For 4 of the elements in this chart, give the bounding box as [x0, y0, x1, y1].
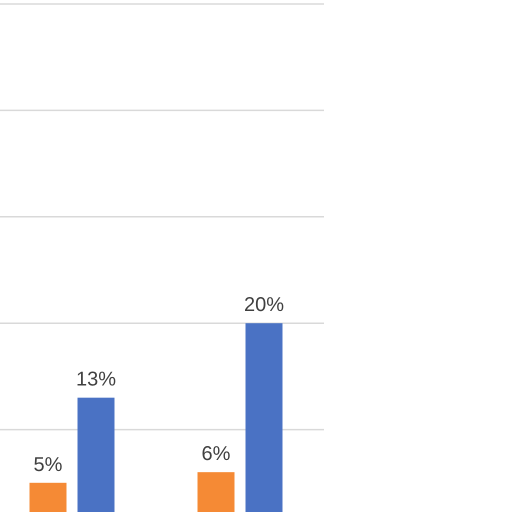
data-label: 20% [244, 294, 284, 316]
data-label: 6% [202, 443, 231, 466]
data-label: 13% [76, 368, 116, 391]
data-label: 5% [34, 454, 63, 476]
